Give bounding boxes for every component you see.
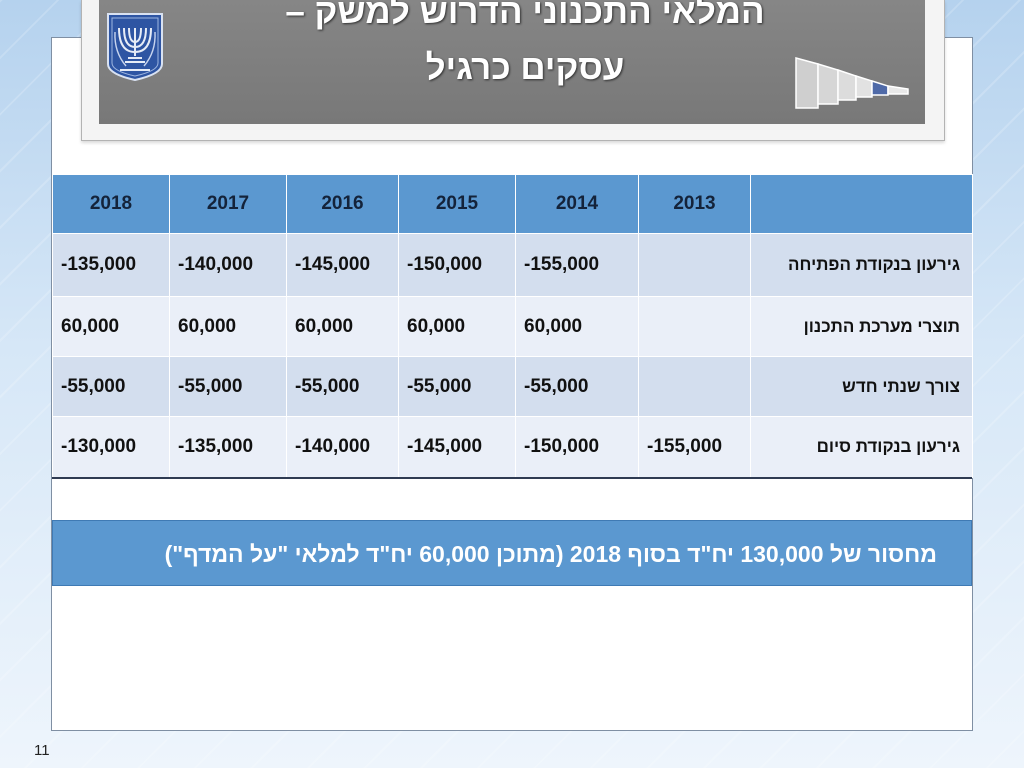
table-cell: -55,000 <box>286 356 399 417</box>
table-row: צורך שנתי חדש -55,000 -55,000 -55,000 -5… <box>52 356 973 417</box>
title-box <box>99 0 925 124</box>
header-year: 2015 <box>398 174 516 234</box>
title-line-2: עסקים כרגיל <box>425 48 625 87</box>
table-cell: -130,000 <box>52 416 170 478</box>
table-header-row: 2013 2014 2015 2016 2017 2018 <box>52 174 973 234</box>
header-corner <box>750 174 973 234</box>
table-cell: -150,000 <box>515 416 639 478</box>
header-year: 2018 <box>52 174 170 234</box>
table-cell: -140,000 <box>286 416 399 478</box>
deficit-table: 2013 2014 2015 2016 2017 2018 גירעון בנק… <box>52 174 973 478</box>
table-row: תוצרי מערכת התכנון 60,000 60,000 60,000 … <box>52 296 973 357</box>
table-cell: -55,000 <box>169 356 287 417</box>
table-cell: -55,000 <box>52 356 170 417</box>
table-cell: 60,000 <box>398 296 516 357</box>
table-cell: -145,000 <box>286 233 399 297</box>
table-cell: -135,000 <box>52 233 170 297</box>
table-row: גירעון בנקודת הפתיחה -155,000 -150,000 -… <box>52 233 973 297</box>
table-cell <box>638 233 751 297</box>
table-cell: -150,000 <box>398 233 516 297</box>
table-cell: -155,000 <box>638 416 751 478</box>
header-year: 2013 <box>638 174 751 234</box>
table-cell: 60,000 <box>169 296 287 357</box>
header-year: 2017 <box>169 174 287 234</box>
title-line-1: המלאי התכנוני הדרוש למשק – <box>285 0 765 31</box>
header-year: 2016 <box>286 174 399 234</box>
table-cell: -145,000 <box>398 416 516 478</box>
row-label: גירעון בנקודת הפתיחה <box>750 233 973 297</box>
header-year: 2014 <box>515 174 639 234</box>
table-cell: -55,000 <box>398 356 516 417</box>
table-cell: 60,000 <box>52 296 170 357</box>
table-bottom-border <box>52 477 972 479</box>
row-label: תוצרי מערכת התכנון <box>750 296 973 357</box>
menorah-emblem-icon <box>107 13 163 82</box>
row-label: צורך שנתי חדש <box>750 356 973 417</box>
summary-box: מחסור של 130,000 יח"ד בסוף 2018 (מתוכן 6… <box>52 520 972 586</box>
slide-title: המלאי התכנוני הדרוש למשק – עסקים כרגיל <box>190 0 860 96</box>
table-cell: -135,000 <box>169 416 287 478</box>
table-cell: -155,000 <box>515 233 639 297</box>
table-cell: -55,000 <box>515 356 639 417</box>
table-cell <box>638 296 751 357</box>
table-row: גירעון בנקודת סיום -155,000 -150,000 -14… <box>52 416 973 478</box>
table-cell: 60,000 <box>515 296 639 357</box>
row-label: גירעון בנקודת סיום <box>750 416 973 478</box>
table-cell <box>638 356 751 417</box>
table-cell: 60,000 <box>286 296 399 357</box>
page-number: 11 <box>34 742 50 759</box>
funnel-stages-icon <box>795 57 909 109</box>
table-cell: -140,000 <box>169 233 287 297</box>
